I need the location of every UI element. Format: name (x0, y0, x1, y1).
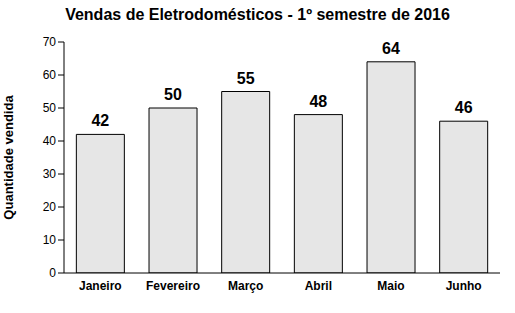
svg-text:55: 55 (237, 70, 255, 87)
svg-text:50: 50 (164, 86, 182, 103)
svg-text:20: 20 (43, 200, 57, 214)
svg-text:60: 60 (43, 68, 57, 82)
svg-text:Maio: Maio (377, 279, 404, 293)
svg-text:Quantidade vendida: Quantidade vendida (8, 95, 16, 220)
svg-text:Junho: Junho (446, 279, 482, 293)
svg-text:10: 10 (43, 233, 57, 247)
svg-text:40: 40 (43, 134, 57, 148)
svg-text:30: 30 (43, 167, 57, 181)
svg-text:Abril: Abril (305, 279, 332, 293)
svg-text:42: 42 (91, 112, 109, 129)
svg-text:0: 0 (49, 266, 56, 280)
html-text:Vendas de Eletrodomésticos - 1: Vendas de Eletrodomésticos - 1º semestre… (65, 6, 450, 23)
svg-text:46: 46 (455, 99, 473, 116)
svg-text:48: 48 (309, 93, 327, 110)
svg-text:Janeiro: Janeiro (79, 279, 122, 293)
svg-text:Fevereiro: Fevereiro (146, 279, 200, 293)
svg-text:64: 64 (382, 40, 400, 57)
svg-text:Março: Março (228, 279, 263, 293)
svg-text:70: 70 (43, 35, 57, 49)
svg-text:50: 50 (43, 101, 57, 115)
